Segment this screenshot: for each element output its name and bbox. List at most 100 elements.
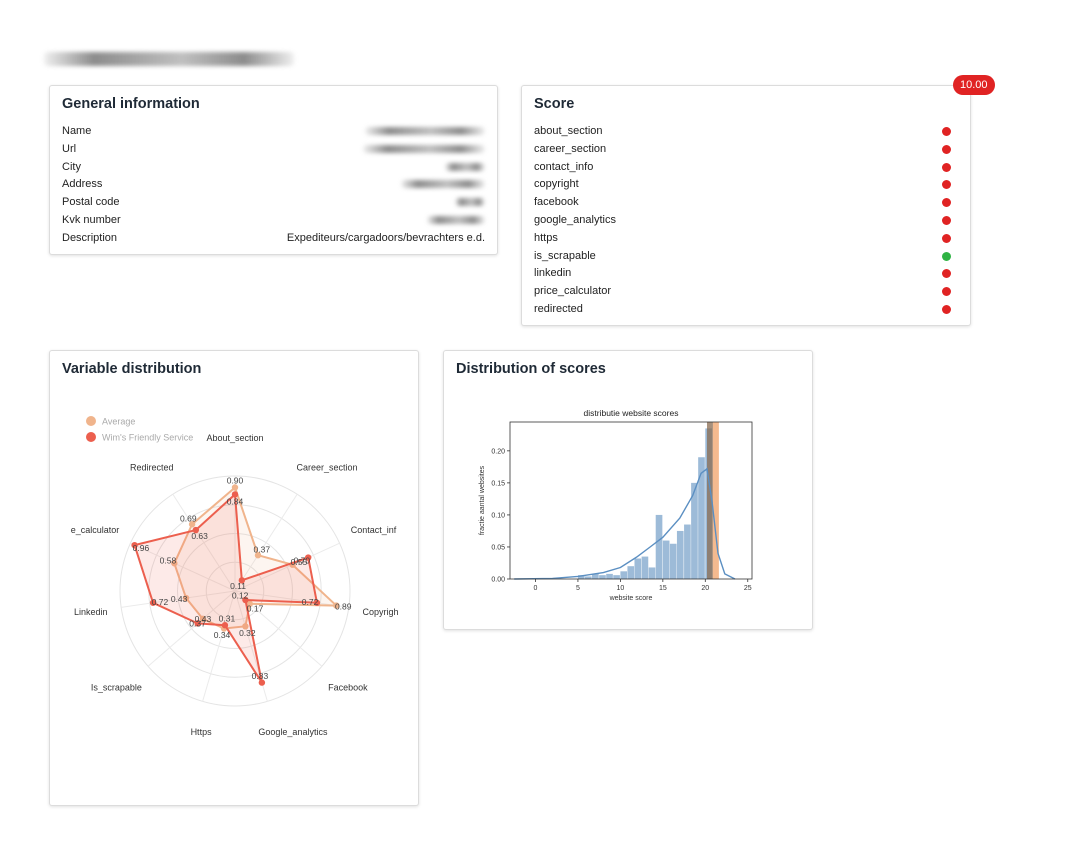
status-dot-icon xyxy=(942,198,951,208)
radar-value-label: 0.32 xyxy=(239,628,256,638)
y-tick-label: 0.10 xyxy=(491,512,505,519)
x-tick-label: 20 xyxy=(701,585,709,592)
info-value-redacted xyxy=(401,180,485,189)
radar-value-label: 0.11 xyxy=(230,581,246,591)
variable-distribution-title: Variable distribution xyxy=(62,361,202,377)
radar-value-label: 0.70 xyxy=(294,555,311,565)
y-tick-label: 0.20 xyxy=(491,448,505,455)
status-dot-icon xyxy=(942,251,951,261)
score-item-label: google_analytics xyxy=(534,214,616,226)
y-axis-label: fractie aantal websites xyxy=(479,465,486,535)
radar-axis-label: Google_analytics xyxy=(258,727,328,737)
score-item-label: https xyxy=(534,231,558,244)
radar-point xyxy=(192,526,200,534)
info-label: Address xyxy=(62,178,103,191)
radar-value-label: 0.37 xyxy=(189,618,206,628)
status-dot-icon xyxy=(942,180,951,190)
general-information-card: General information Name Url City Address Po… xyxy=(49,85,498,255)
score-item-label: linkedin xyxy=(534,267,572,280)
histogram-bar xyxy=(698,457,705,579)
distribution-of-scores-title: Distribution of scores xyxy=(456,361,606,377)
status-dot-icon xyxy=(942,269,951,279)
status-dot-icon xyxy=(942,162,951,172)
variable-distribution-card: Variable distribution Average Wim's Frien… xyxy=(49,350,419,806)
score-card: Score about_section career_section contact… xyxy=(521,85,971,326)
histogram-bar xyxy=(606,573,613,579)
histogram-bar xyxy=(676,530,684,579)
radar-point xyxy=(182,594,190,602)
info-row-kvk-number: Kvk number xyxy=(62,212,485,230)
info-label: City xyxy=(62,160,81,173)
radar-value-label: 0.37 xyxy=(254,544,271,554)
histogram-bar xyxy=(577,575,585,579)
radar-value-label: 0.17 xyxy=(247,603,264,613)
score-item-linkedin: linkedin xyxy=(534,265,958,283)
score-item-facebook: facebook xyxy=(534,194,958,212)
info-value-redacted xyxy=(363,144,485,153)
x-tick-label: 15 xyxy=(659,585,667,592)
radar-axis-label: Contact_inf xyxy=(351,525,397,535)
score-item-copyright: copyright xyxy=(534,176,958,194)
radar-point xyxy=(242,596,249,604)
radar-spoke xyxy=(234,542,340,592)
histogram-bar xyxy=(662,540,670,579)
radar-axis-label: e_calculator xyxy=(71,525,120,535)
info-row-address: Address xyxy=(62,176,485,194)
histogram-bar xyxy=(655,514,663,579)
score-item-is-scrapable: is_scrapable xyxy=(534,248,958,266)
score-item-label: redirected xyxy=(534,303,583,315)
score-item-label: about_section xyxy=(534,125,603,137)
radar-axis-label: Linkedin xyxy=(74,607,108,617)
radar-point xyxy=(199,615,207,623)
radar-point xyxy=(313,599,321,606)
histogram-bar xyxy=(627,566,635,579)
info-label: Name xyxy=(62,125,92,137)
info-value-redacted xyxy=(445,162,485,171)
score-item-label: price_calculator xyxy=(534,285,612,298)
score-item-price-calculator: price_calculator xyxy=(534,283,958,301)
radar-point xyxy=(231,484,239,491)
radar-value-label: 0.55 xyxy=(291,557,308,567)
histogram-kde-line xyxy=(514,467,736,580)
status-dot-icon xyxy=(942,216,951,225)
info-row-description: Description Expediteurs/cargadoors/bevrac… xyxy=(62,230,485,248)
info-label: Postal code xyxy=(62,196,120,209)
score-item-label: facebook xyxy=(534,196,579,209)
radar-point xyxy=(194,620,201,627)
distribution-of-scores-card: Distribution of scores distributie websi… xyxy=(443,350,813,630)
histogram-bar xyxy=(648,567,656,579)
info-value-redacted xyxy=(455,198,485,207)
score-badge: 10.00 xyxy=(953,75,995,95)
radar-axis-label: About_section xyxy=(206,433,263,443)
histogram-frame xyxy=(509,421,753,580)
info-label: Description xyxy=(62,231,118,244)
legend-label: Wim's Friendly Service xyxy=(102,433,193,443)
info-row-city: City xyxy=(62,159,485,177)
info-row-postal-code: Postal code xyxy=(62,194,485,212)
x-tick-label: 25 xyxy=(744,585,752,592)
radar-spoke xyxy=(234,493,298,592)
status-dot-icon xyxy=(942,305,951,314)
legend-marker xyxy=(86,416,96,426)
info-label: Url xyxy=(62,142,77,155)
radar-spoke xyxy=(147,590,236,667)
radar-axis-label: Https xyxy=(191,727,213,737)
x-tick-label: 5 xyxy=(576,585,580,592)
radar-value-label: 0.83 xyxy=(252,671,269,681)
radar-point xyxy=(242,623,249,630)
radar-point xyxy=(254,552,262,559)
x-tick-label: 0 xyxy=(534,585,538,592)
histogram-bar xyxy=(641,556,649,579)
radar-axis-label: Copyrigh xyxy=(363,607,399,617)
histogram-bar xyxy=(613,575,620,579)
score-item-redirected: redirected xyxy=(534,301,958,319)
histogram-highlight-band xyxy=(712,422,719,579)
radar-spoke xyxy=(202,590,236,702)
radar-value-label: 0.43 xyxy=(171,594,188,604)
radar-axis-label: Career_section xyxy=(296,462,357,472)
radar-axis-label: Redirected xyxy=(130,462,174,472)
page-title-redacted xyxy=(44,52,294,66)
radar-point xyxy=(149,599,157,606)
score-item-label: contact_info xyxy=(534,160,594,173)
info-row-url: Url xyxy=(62,141,485,159)
